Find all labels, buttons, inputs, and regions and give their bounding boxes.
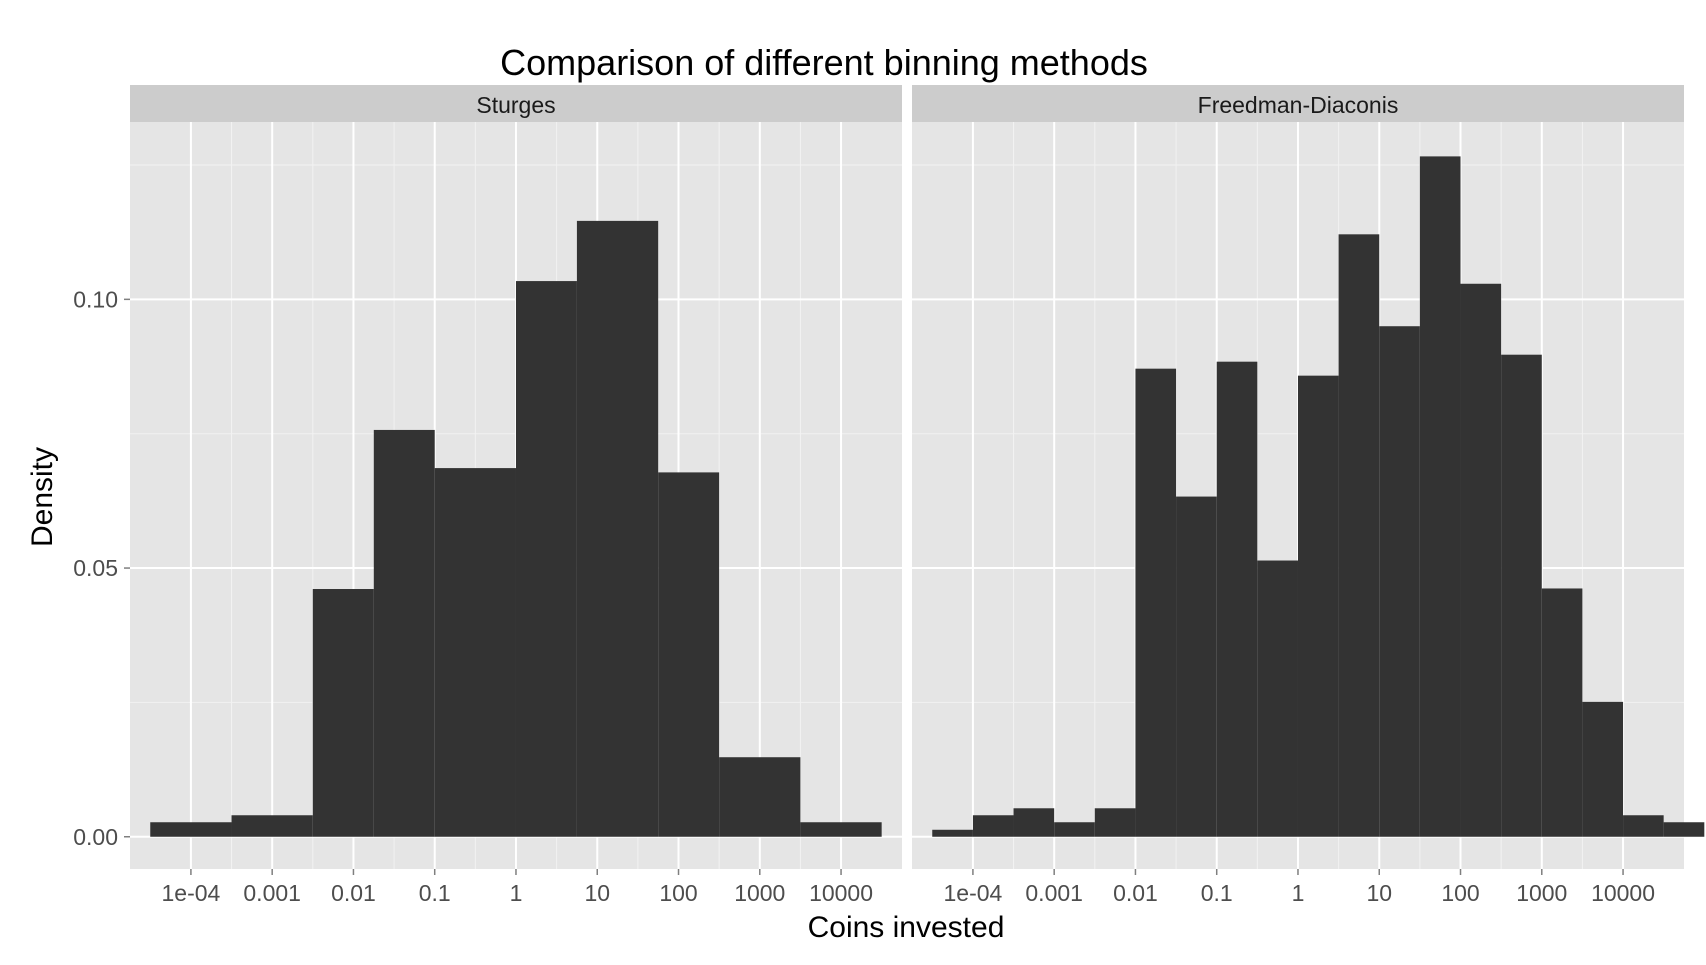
x-tick-label: 0.001 (1025, 880, 1083, 906)
histogram-bar (373, 429, 435, 837)
x-tick-label: 100 (1441, 880, 1479, 906)
histogram-bar (1297, 375, 1339, 837)
histogram-bar (1582, 701, 1624, 837)
x-axis-title: Coins invested (808, 911, 1005, 944)
y-tick-label: 0.00 (73, 824, 118, 850)
facet-strip (912, 85, 1684, 122)
x-tick-label: 0.001 (243, 880, 301, 906)
histogram-bar (1663, 822, 1705, 837)
histogram-bar (1094, 808, 1136, 837)
x-tick-label: 10000 (809, 880, 873, 906)
facet-strip-label: Sturges (476, 92, 555, 118)
histogram-bar (972, 815, 1014, 837)
facet-panel-1: Sturges 1e-04 0.001 0.01 0.1 1 10 100 1000 10000 0… (73, 85, 902, 906)
histogram-bar (576, 220, 659, 837)
x-tick-label: 0.01 (1113, 880, 1158, 906)
y-axis-title: Density (26, 447, 59, 547)
x-tick-label: 1000 (1516, 880, 1567, 906)
x-tick-label: 10 (1366, 880, 1392, 906)
histogram-bar (434, 468, 516, 837)
histogram-bar (1501, 354, 1542, 837)
x-tick-label: 1 (510, 880, 523, 906)
histogram-bar (312, 589, 374, 837)
histogram-bar (1379, 326, 1420, 837)
x-tick-label: 1000 (734, 880, 785, 906)
facet-strip-label: Freedman-Diaconis (1198, 92, 1399, 118)
histogram-bar (1338, 234, 1380, 837)
histogram-bar (1054, 822, 1095, 837)
x-tick-label: 0.01 (331, 880, 376, 906)
histogram-bar (231, 815, 313, 837)
histogram-bar (1013, 808, 1055, 837)
facet-panel-2: Freedman-Diaconis 1e-04 0.001 0.01 0.1 1 10 100… (912, 85, 1705, 906)
x-tick-label: 0.1 (419, 880, 451, 906)
x-tick-label: 1e-04 (162, 880, 221, 906)
histogram-bar (1135, 368, 1177, 837)
histogram-bar (515, 281, 577, 837)
histogram-bar (658, 472, 720, 837)
histogram-bar (1460, 283, 1502, 837)
histogram-bar (1541, 588, 1583, 837)
histogram-bar (932, 829, 973, 837)
x-tick-label: 1e-04 (944, 880, 1003, 906)
histogram-bar (719, 757, 801, 837)
x-tick-label: 10000 (1591, 880, 1655, 906)
histogram-bar (800, 822, 882, 837)
histogram-bar (1176, 496, 1217, 837)
x-tick-label: 100 (659, 880, 697, 906)
histogram-bar (1419, 156, 1461, 837)
x-tick-label: 1 (1292, 880, 1305, 906)
x-tick-label: 0.1 (1201, 880, 1233, 906)
y-tick-label: 0.05 (73, 555, 118, 581)
facet-strip (130, 85, 902, 122)
y-tick-label: 0.10 (73, 286, 118, 312)
x-tick-label: 10 (584, 880, 610, 906)
histogram-bar (1623, 815, 1664, 837)
chart-title: Comparison of different binning methods (500, 42, 1148, 83)
histogram-bar (1257, 560, 1298, 837)
histogram-bar (150, 822, 232, 837)
histogram-bar (1216, 361, 1258, 837)
